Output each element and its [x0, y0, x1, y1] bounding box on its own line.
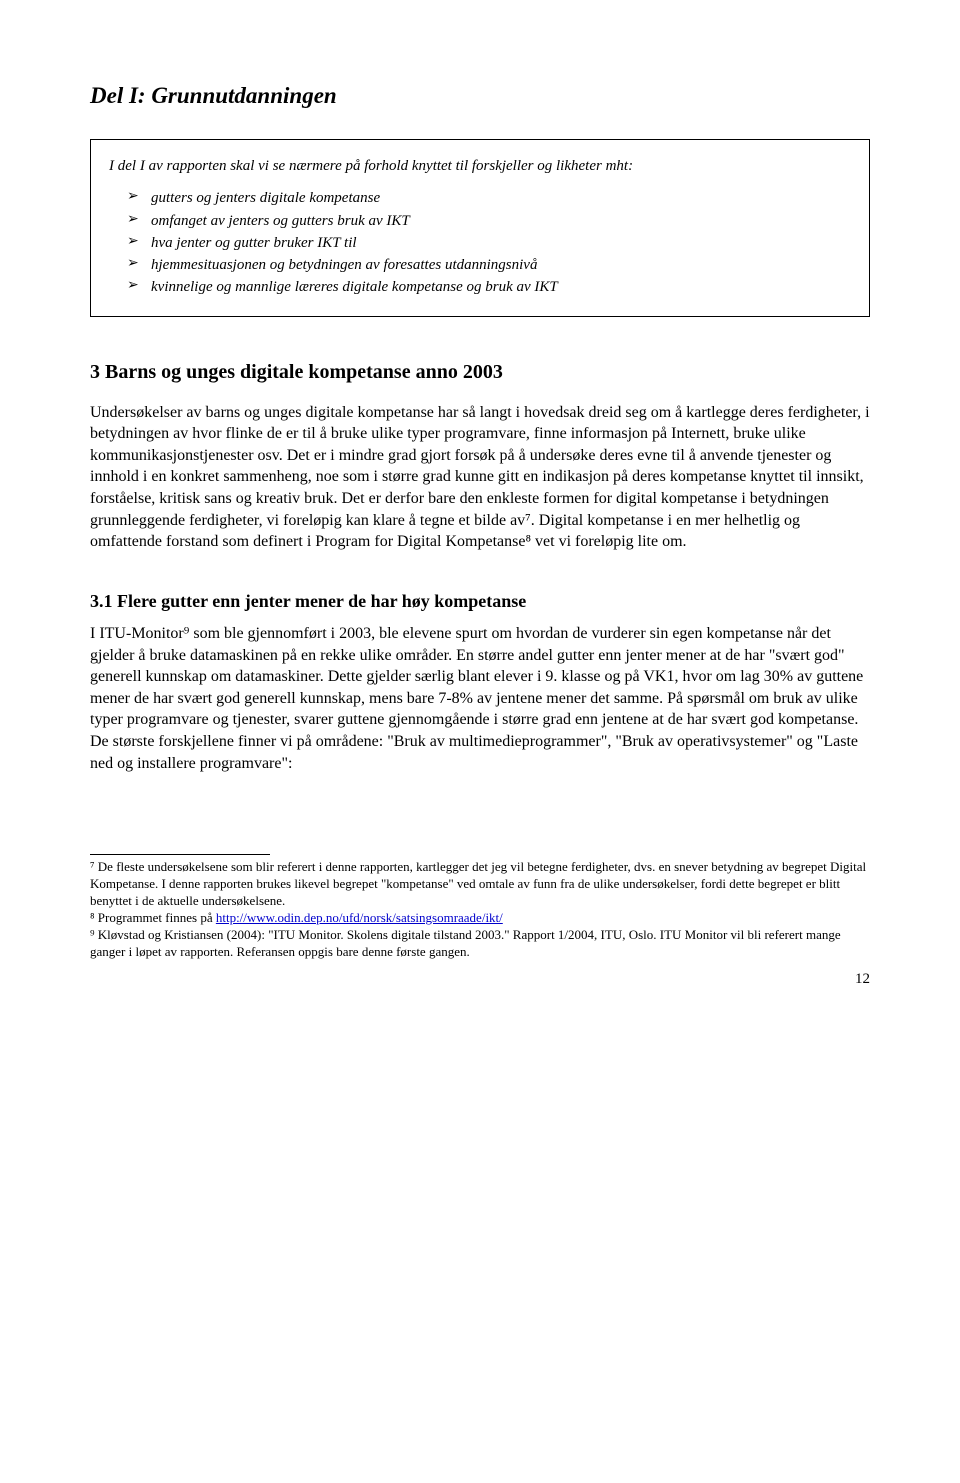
intro-box: I del I av rapporten skal vi se nærmere …	[90, 139, 870, 317]
list-item: hva jenter og gutter bruker IKT til	[109, 233, 851, 253]
section-3-1-body: I ITU-Monitor⁹ som ble gjennomført i 200…	[90, 623, 870, 774]
footnote-8-text: ⁸ Programmet finnes på	[90, 910, 216, 925]
list-item: kvinnelige og mannlige læreres digitale …	[109, 277, 851, 297]
box-bullet-list: gutters og jenters digitale kompetanse o…	[109, 188, 851, 297]
footnote-separator	[90, 854, 270, 855]
list-item: hjemmesituasjonen og betydningen av fore…	[109, 255, 851, 275]
page-number: 12	[90, 969, 870, 989]
footnote-7: ⁷ De fleste undersøkelsene som blir refe…	[90, 859, 870, 910]
footnote-8: ⁸ Programmet finnes på http://www.odin.d…	[90, 910, 870, 927]
list-item: gutters og jenters digitale kompetanse	[109, 188, 851, 208]
section-3-heading: 3 Barns og unges digitale kompetanse ann…	[90, 359, 870, 386]
footnote-9: ⁹ Kløvstad og Kristiansen (2004): "ITU M…	[90, 927, 870, 961]
footnote-8-link[interactable]: http://www.odin.dep.no/ufd/norsk/satsing…	[216, 910, 503, 925]
box-intro-text: I del I av rapporten skal vi se nærmere …	[109, 156, 851, 176]
section-3-1-heading: 3.1 Flere gutter enn jenter mener de har…	[90, 589, 870, 613]
list-item: omfanget av jenters og gutters bruk av I…	[109, 211, 851, 231]
footnotes-block: ⁷ De fleste undersøkelsene som blir refe…	[90, 859, 870, 960]
section-3-body: Undersøkelser av barns og unges digitale…	[90, 402, 870, 553]
page-title: Del I: Grunnutdanningen	[90, 80, 870, 111]
